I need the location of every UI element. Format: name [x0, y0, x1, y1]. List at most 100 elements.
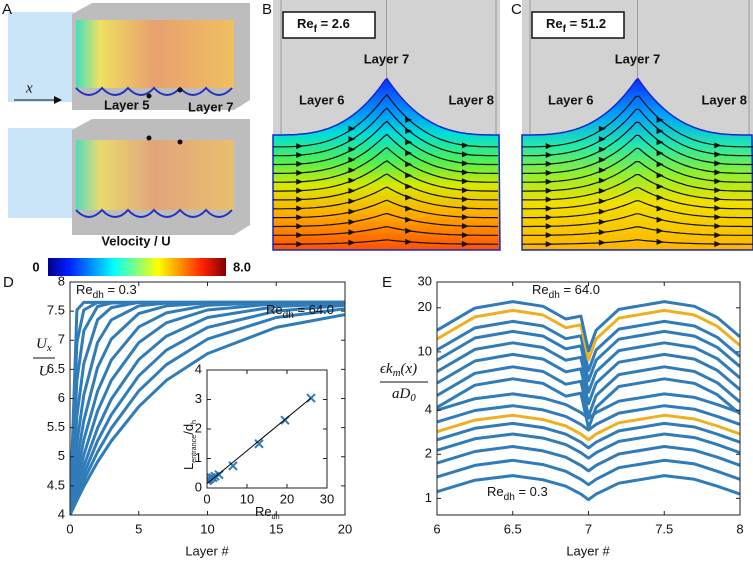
- arrow-head: [296, 143, 304, 150]
- arrow-head: [405, 227, 413, 234]
- arrow-head: [598, 136, 606, 143]
- arrow-head: [656, 116, 664, 123]
- y-tick-label: 6: [58, 390, 65, 405]
- y-tick-label: 7: [58, 332, 65, 347]
- x-tick-label: 8: [736, 521, 743, 536]
- y-axis-label: Lentrance/dh: [181, 420, 197, 470]
- arrow-head: [296, 152, 304, 159]
- layer-label: Layer 7: [615, 51, 661, 66]
- layer-marker: [146, 135, 152, 141]
- y-label-numerator: ϵkm(x): [380, 361, 417, 379]
- arrow-head: [348, 208, 356, 215]
- arrow-head: [545, 205, 553, 212]
- text-part: Re: [266, 302, 283, 317]
- plot-area: [207, 370, 327, 488]
- streamline: [273, 239, 498, 245]
- subscript: h: [189, 420, 198, 424]
- axis-label: x: [25, 80, 33, 96]
- x-tick-label: 7: [585, 521, 592, 536]
- arrow-head: [296, 214, 304, 221]
- x-tick-label: 6: [433, 521, 440, 536]
- y-tick-label: 8: [58, 273, 65, 288]
- arrow-head: [714, 142, 722, 149]
- arrow-head: [714, 187, 722, 194]
- arrow-head: [714, 214, 722, 221]
- arrow-head: [598, 208, 606, 215]
- text-part: = 2.6: [317, 16, 350, 31]
- y-tick-label: 2: [425, 446, 432, 461]
- colorbar: [48, 258, 226, 276]
- layer-label: Layer 7: [364, 51, 410, 66]
- annotation: Redh = 0.3: [76, 282, 137, 300]
- streamline: [273, 107, 498, 157]
- x-tick-label: 6.5: [504, 521, 522, 536]
- layer-label: Layer 5: [104, 97, 150, 112]
- y-label-denominator: aD0: [392, 386, 416, 404]
- series-line: [437, 392, 740, 420]
- panel-label: E: [382, 274, 392, 291]
- arrow-head: [461, 169, 469, 176]
- reynolds-label: Ref = 51.2: [546, 16, 606, 34]
- arrow-head: [405, 205, 413, 212]
- series-line: [70, 300, 345, 516]
- text-part: Re: [487, 484, 504, 499]
- arrow-head: [348, 167, 356, 174]
- text-part: Re: [532, 282, 549, 297]
- arrow-head: [598, 218, 606, 225]
- x-tick-label: 15: [269, 521, 283, 536]
- arrow-head: [461, 205, 469, 212]
- arrow-head: [348, 198, 356, 205]
- arrow-head: [545, 223, 553, 230]
- series-line: [437, 404, 740, 432]
- arrow-head: [348, 136, 356, 143]
- text-part: = 0.3: [515, 484, 548, 499]
- arrow-head: [461, 187, 469, 194]
- arrow-head: [296, 241, 304, 248]
- y-tick-label: 2: [195, 420, 202, 435]
- streamline: [273, 160, 498, 192]
- arrow-head: [656, 227, 664, 234]
- text-part: (x): [401, 361, 418, 377]
- arrow-head: [714, 205, 722, 212]
- arrow-head: [296, 232, 304, 239]
- series-group: [437, 300, 740, 502]
- subscript: x: [46, 342, 52, 354]
- x-marker: [254, 439, 264, 449]
- subscript: dh: [283, 310, 294, 321]
- particle-cloud: [8, 12, 74, 102]
- colorbar-title: Velocity / U: [101, 233, 170, 248]
- arrow-head: [296, 187, 304, 194]
- cylinder-edge: [75, 86, 233, 96]
- arrow-head: [405, 150, 413, 157]
- arrow-head: [656, 238, 664, 245]
- x-tick-label: 0: [203, 491, 210, 506]
- x-tick-label: 20: [280, 491, 294, 506]
- arrow-head: [461, 142, 469, 149]
- channel-flow: [76, 140, 234, 210]
- streamline: [273, 199, 498, 219]
- layer-marker: [177, 139, 183, 145]
- series-line: [437, 421, 740, 450]
- y-tick-label: 5.5: [47, 419, 65, 434]
- y-tick-label: 20: [418, 299, 432, 314]
- y-tick-label: 1: [425, 490, 432, 505]
- arrow-head: [656, 172, 664, 179]
- arrow-head: [545, 196, 553, 203]
- arrow-head: [598, 239, 606, 246]
- arrow-head: [461, 232, 469, 239]
- streamline: [273, 133, 498, 174]
- streamline: [273, 120, 498, 166]
- x-tick-label: 0: [66, 521, 73, 536]
- arrow-head: [598, 177, 606, 184]
- series-line: [437, 300, 740, 353]
- arrow-head: [296, 223, 304, 230]
- y-tick-label: 30: [418, 273, 432, 288]
- streamline: [273, 212, 498, 228]
- arrow-head: [714, 223, 722, 230]
- arrow-head: [545, 169, 553, 176]
- re-box: [531, 11, 625, 39]
- series-line: [437, 352, 740, 406]
- streamline: [273, 146, 498, 183]
- series-line: [437, 445, 740, 473]
